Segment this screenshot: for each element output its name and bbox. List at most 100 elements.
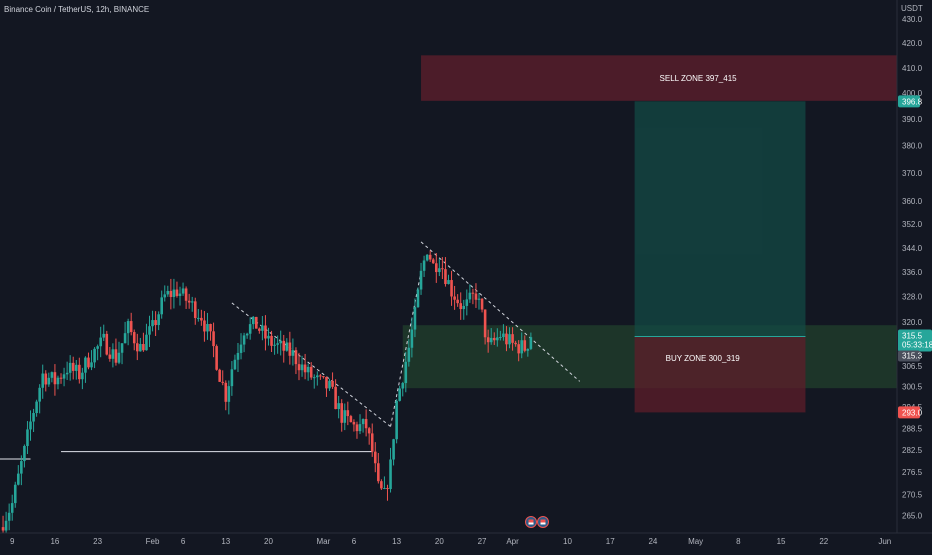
candle-body: [267, 335, 270, 339]
candle-body: [346, 410, 350, 417]
candle: [343, 403, 347, 431]
price-tick-label: 320.0: [902, 318, 923, 327]
candle: [129, 312, 133, 336]
candle: [450, 270, 453, 306]
candle: [349, 414, 353, 423]
candle-body: [273, 344, 276, 346]
candle: [468, 284, 472, 303]
price-tick-label: 370.0: [902, 169, 923, 178]
candle-body: [486, 337, 490, 343]
candle: [23, 444, 26, 468]
candle: [209, 323, 212, 341]
candle-body: [166, 290, 170, 295]
target-price-tag-bg: [898, 95, 920, 108]
flag-icon[interactable]: [525, 516, 537, 528]
time-tick-label: 17: [606, 537, 615, 546]
candle-body: [288, 342, 292, 356]
candle: [456, 294, 459, 307]
candle-body: [17, 473, 20, 485]
candle: [499, 330, 502, 341]
price-tick-label: 352.0: [902, 220, 923, 229]
candle-body: [483, 309, 487, 338]
candle-body: [477, 298, 481, 300]
candle: [496, 328, 499, 347]
candle: [331, 372, 334, 389]
candle: [511, 327, 514, 351]
candle-body: [251, 316, 255, 325]
candle-body: [248, 324, 252, 334]
candle: [471, 288, 475, 305]
candle-body: [23, 445, 26, 462]
sell-zone-label[interactable]: SELL ZONE 397_415: [660, 74, 738, 83]
candle-body: [523, 340, 527, 351]
candle: [154, 311, 157, 337]
candle-body: [282, 340, 286, 351]
candle-body: [111, 349, 115, 359]
candle: [163, 285, 167, 302]
candle-body: [190, 301, 194, 303]
candle: [53, 364, 57, 396]
flag-icon[interactable]: [537, 516, 549, 528]
candle-body: [108, 354, 112, 359]
candle: [193, 297, 197, 325]
candle: [428, 250, 432, 262]
candle: [383, 476, 386, 490]
candle-body: [1, 527, 5, 531]
candle: [254, 316, 258, 329]
time-tick-label: 8: [736, 537, 741, 546]
candle: [447, 274, 450, 285]
candle: [377, 453, 380, 484]
candle: [419, 262, 423, 295]
candle-body: [471, 292, 475, 294]
candle: [285, 338, 289, 352]
candle-body: [319, 375, 322, 377]
candle-body: [520, 340, 524, 354]
candle-body: [270, 335, 273, 346]
candle-body: [459, 303, 463, 310]
candle: [190, 296, 194, 312]
candle: [120, 343, 124, 365]
candle: [212, 322, 215, 358]
candle: [431, 257, 435, 264]
candle-body: [395, 400, 398, 440]
candle: [203, 311, 206, 342]
zones-layer: [402, 55, 897, 413]
candle-body: [209, 324, 212, 332]
time-tick-label: 23: [93, 537, 102, 546]
candle: [123, 321, 127, 344]
last-close-tag-bg: [898, 350, 920, 362]
price-axis-panel[interactable]: [897, 0, 932, 533]
candle: [111, 343, 115, 368]
candle-body: [499, 337, 502, 339]
candle-body: [492, 337, 496, 341]
candle-body: [462, 305, 466, 310]
candle-body: [361, 419, 365, 425]
candle-body: [325, 377, 328, 389]
candle-body: [456, 299, 459, 304]
candle-body: [328, 380, 331, 389]
candle: [422, 255, 426, 277]
candle-body: [334, 386, 337, 410]
time-tick-label: May: [688, 537, 703, 546]
candle: [297, 352, 301, 381]
time-tick-label: 20: [435, 537, 444, 546]
trendline: [390, 271, 422, 427]
buy-zone-label[interactable]: BUY ZONE 300_319: [666, 354, 741, 363]
candle: [218, 368, 221, 382]
candle-body: [7, 512, 11, 521]
candle-body: [32, 413, 35, 422]
candle: [392, 438, 395, 466]
candle-body: [227, 386, 231, 402]
candle: [303, 353, 307, 380]
candle: [425, 253, 429, 262]
time-tick-label: Jun: [878, 537, 891, 546]
candle-body: [291, 350, 295, 356]
candle-body: [380, 481, 383, 489]
candle: [145, 323, 148, 351]
time-axis-panel[interactable]: [0, 533, 932, 550]
candle-body: [474, 293, 478, 300]
candle: [474, 283, 478, 308]
candle: [184, 286, 188, 309]
